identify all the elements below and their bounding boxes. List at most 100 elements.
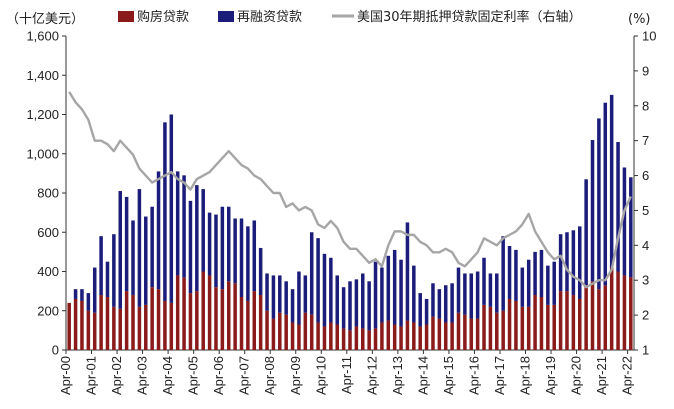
purchase-bar [431, 316, 435, 350]
purchase-bar [405, 320, 410, 350]
refinance-bar [450, 283, 454, 323]
legend-label-refinance: 再融资贷款 [237, 10, 302, 25]
x-tick-label: Apr-13 [390, 356, 405, 395]
left-tick-label: 1,600 [26, 29, 59, 44]
refinance-bar [463, 273, 467, 315]
purchase-bar [99, 295, 103, 350]
refinance-bar [169, 114, 174, 303]
refinance-bar [443, 285, 448, 323]
refinance-bar [80, 289, 84, 301]
x-tick-label: Apr-06 [211, 356, 226, 395]
mortgage-rate-line [68, 91, 632, 289]
x-tick-label: Apr-15 [441, 356, 456, 395]
purchase-bar [482, 304, 486, 350]
refinance-bar [124, 196, 129, 292]
x-tick-label: Apr-07 [237, 356, 252, 395]
x-tick-label: Apr-16 [466, 356, 481, 395]
purchase-bar [622, 275, 627, 350]
purchase-bar [424, 324, 429, 350]
right-tick-label: 3 [642, 273, 649, 288]
x-tick-label: Apr-12 [364, 356, 379, 395]
purchase-bar [354, 326, 359, 350]
refinance-bar [182, 175, 186, 278]
purchase-bar [475, 318, 480, 350]
refinance-bar [526, 259, 531, 307]
x-tick-label: Apr-21 [594, 356, 609, 395]
purchase-bar [392, 324, 397, 350]
refinance-bar [488, 273, 493, 307]
purchase-bar [105, 297, 110, 350]
refinance-bar [616, 141, 620, 272]
x-tick-label: Apr-04 [160, 356, 175, 395]
purchase-bar [252, 291, 257, 350]
refinance-bar [322, 253, 327, 327]
purchase-bar [348, 330, 352, 350]
refinance-bar [577, 226, 582, 299]
right-tick-label: 7 [642, 133, 649, 148]
purchase-bar [118, 308, 123, 350]
legend-swatch-purchase [118, 11, 134, 22]
purchase-bar [322, 326, 327, 350]
refinance-bar [201, 189, 205, 272]
legend-swatch-refinance [218, 11, 234, 22]
refinance-bar [137, 189, 142, 307]
left-tick-label: 200 [37, 303, 59, 318]
purchase-bar [437, 318, 442, 350]
refinance-bar [278, 275, 282, 313]
purchase-bar [361, 328, 365, 350]
refinance-bar [418, 293, 422, 327]
refinance-bar [99, 236, 103, 296]
purchase-bar [271, 318, 276, 350]
right-tick-label: 4 [642, 238, 649, 253]
refinance-bar [533, 251, 537, 296]
refinance-bar [341, 287, 346, 329]
refinance-bar [271, 275, 276, 319]
refinance-bar [290, 289, 295, 323]
purchase-bar [303, 312, 308, 350]
refinance-bar [105, 261, 110, 298]
purchase-bar [495, 312, 499, 350]
right-tick-label: 5 [642, 203, 649, 218]
left-tick-label: 0 [52, 343, 59, 358]
purchase-bar [539, 297, 544, 350]
refinance-bar [584, 179, 588, 286]
refinance-bar [73, 289, 78, 299]
purchase-bar [386, 320, 391, 350]
refinance-bar [214, 214, 218, 288]
purchase-bar [584, 285, 588, 350]
purchase-bar [552, 304, 556, 350]
left-tick-label: 1,400 [26, 68, 59, 83]
legend: 购房贷款 再融资贷款 美国30年期抵押贷款固定利率（右轴） [118, 9, 582, 25]
refinance-bar [92, 267, 97, 313]
purchase-bar [112, 306, 116, 350]
refinance-bar [112, 234, 116, 307]
purchase-bar [603, 285, 608, 350]
purchase-bar [290, 322, 295, 350]
refinance-bar [150, 206, 154, 288]
purchase-bar [207, 275, 212, 350]
purchase-bar [597, 289, 601, 350]
refinance-bar [373, 261, 378, 329]
refinance-bar [131, 220, 135, 296]
refinance-bar [629, 177, 633, 278]
purchase-bar [329, 322, 333, 350]
refinance-bar [571, 230, 576, 296]
legend-label-purchase: 购房贷款 [137, 9, 189, 25]
purchase-bar [175, 275, 180, 350]
refinance-bar [437, 289, 442, 319]
purchase-bar [616, 271, 620, 350]
x-tick-label: Apr-03 [135, 356, 150, 395]
legend-label-rate: 美国30年期抵押贷款固定利率（右轴） [357, 9, 582, 25]
left-tick-label: 1,000 [26, 146, 59, 161]
right-tick-label: 1 [642, 343, 649, 358]
right-tick-label: 10 [642, 29, 656, 44]
right-tick-label: 9 [642, 63, 649, 78]
refinance-bar [361, 273, 365, 329]
purchase-bar [316, 322, 320, 350]
refinance-bar [565, 232, 569, 292]
refinance-bar [239, 218, 244, 298]
refinance-bar [469, 273, 474, 319]
refinance-bar [405, 222, 410, 321]
refinance-bar [590, 140, 595, 282]
